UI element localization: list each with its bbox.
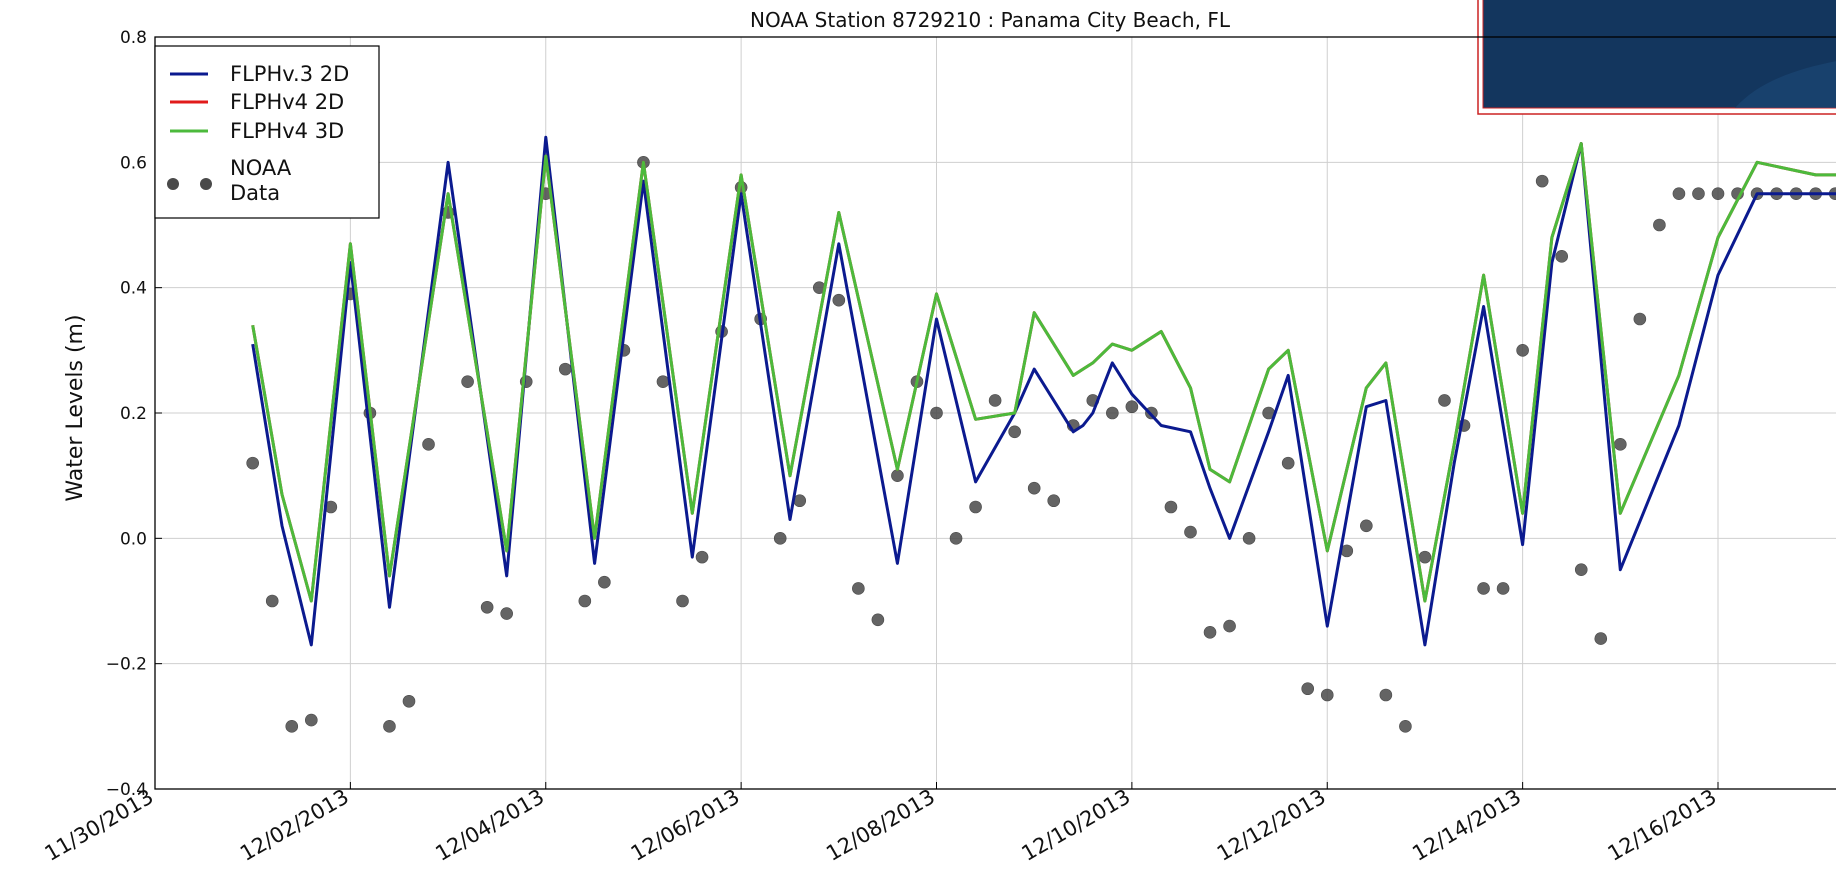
data-point xyxy=(402,694,416,708)
y-axis: −0.4 −0.2 0.0 0.2 0.4 0.6 0.8 xyxy=(106,28,162,800)
data-point xyxy=(656,375,670,388)
data-point xyxy=(1125,400,1139,414)
data-point xyxy=(1281,456,1295,470)
data-point xyxy=(773,532,787,545)
x-tick-label: 12/04/2013 xyxy=(431,785,548,866)
data-point xyxy=(265,594,279,608)
x-axis: 11/30/2013 12/02/2013 12/04/2013 12/06/2013… xyxy=(41,782,1721,866)
data-point xyxy=(949,532,963,545)
data-point xyxy=(1008,425,1021,439)
y-tick-label: 0.0 xyxy=(120,529,147,549)
x-tick-label: 12/16/2013 xyxy=(1604,785,1721,866)
series-line-1 xyxy=(251,142,1836,603)
data-point xyxy=(676,594,689,608)
data-point xyxy=(422,438,435,451)
data-point xyxy=(1164,500,1178,514)
legend: FLPHv.3 2D FLPHv4 2D FLPHv4 3D NOAA Data xyxy=(154,45,380,219)
legend-label: NOAA Data xyxy=(230,156,292,205)
grid xyxy=(154,36,1836,790)
data-point xyxy=(852,582,865,595)
data-point xyxy=(1496,582,1510,595)
series-noaa-data xyxy=(246,156,1836,733)
data-point xyxy=(1223,619,1236,633)
legend-label-line: Data xyxy=(230,181,280,205)
data-point xyxy=(1711,187,1725,200)
x-tick-label: 12/06/2013 xyxy=(627,785,744,866)
y-tick-label: 0.8 xyxy=(120,28,147,48)
chart-title: NOAA Station 8729210 : Panama City Beach… xyxy=(750,8,1231,32)
data-point xyxy=(1672,187,1686,200)
data-point xyxy=(1360,519,1373,533)
data-point xyxy=(578,594,592,608)
y-tick-label: 0.2 xyxy=(120,404,147,424)
data-point xyxy=(1047,494,1061,508)
data-point xyxy=(1379,688,1393,702)
data-point xyxy=(1418,550,1432,564)
data-point xyxy=(1594,632,1608,645)
data-point xyxy=(383,720,396,733)
series-line-0 xyxy=(251,135,1836,647)
data-point xyxy=(1438,394,1451,407)
data-point xyxy=(285,720,299,733)
data-point xyxy=(461,375,474,388)
x-tick-label: 12/10/2013 xyxy=(1018,785,1135,866)
data-point xyxy=(1184,525,1197,539)
data-point xyxy=(1320,688,1334,702)
data-point xyxy=(1633,312,1647,326)
data-point xyxy=(480,600,494,614)
data-point xyxy=(305,713,318,727)
data-point xyxy=(1555,250,1569,263)
data-point xyxy=(988,394,1002,407)
data-point xyxy=(1301,682,1315,696)
y-tick-label: 0.4 xyxy=(120,279,147,299)
y-tick-label: 0.6 xyxy=(120,153,147,173)
legend-label: FLPHv4 3D xyxy=(230,119,344,143)
data-point xyxy=(695,550,709,564)
data-point xyxy=(930,406,943,420)
legend-swatch xyxy=(200,178,212,190)
legend-label-line: NOAA xyxy=(230,156,292,180)
data-point xyxy=(1574,563,1588,576)
x-tick-label: 12/12/2013 xyxy=(1213,785,1330,866)
legend-label: FLPHv.3 2D xyxy=(230,62,349,86)
data-point xyxy=(1106,406,1119,420)
legend-label: FLPHv4 2D xyxy=(230,90,344,114)
data-point xyxy=(500,607,513,620)
y-tick-label: −0.4 xyxy=(106,780,147,800)
series-line-2 xyxy=(251,142,1836,603)
data-point xyxy=(1477,582,1490,595)
series-group xyxy=(246,135,1836,733)
data-point xyxy=(598,575,611,589)
data-point xyxy=(1692,187,1705,200)
y-axis-label: Water Levels (m) xyxy=(63,314,88,501)
data-point xyxy=(1535,174,1549,188)
data-point xyxy=(1516,344,1529,357)
data-point xyxy=(246,456,259,470)
data-point xyxy=(871,613,885,627)
data-point xyxy=(1614,438,1627,451)
x-tick-label: 12/14/2013 xyxy=(1408,785,1525,866)
data-point xyxy=(1653,218,1666,232)
data-point xyxy=(1399,720,1412,733)
x-tick-label: 11/30/2013 xyxy=(41,785,158,866)
data-point xyxy=(1203,626,1217,639)
y-tick-label: −0.2 xyxy=(106,655,147,675)
x-tick-label: 12/02/2013 xyxy=(236,785,353,866)
data-point xyxy=(832,293,846,307)
data-point xyxy=(891,469,904,482)
x-tick-label: 12/08/2013 xyxy=(822,785,939,866)
data-point xyxy=(558,362,572,376)
legend-swatch xyxy=(167,178,179,190)
data-point xyxy=(969,500,982,514)
data-point xyxy=(1027,481,1041,495)
inset-map xyxy=(1477,0,1836,115)
data-point xyxy=(1242,532,1256,545)
